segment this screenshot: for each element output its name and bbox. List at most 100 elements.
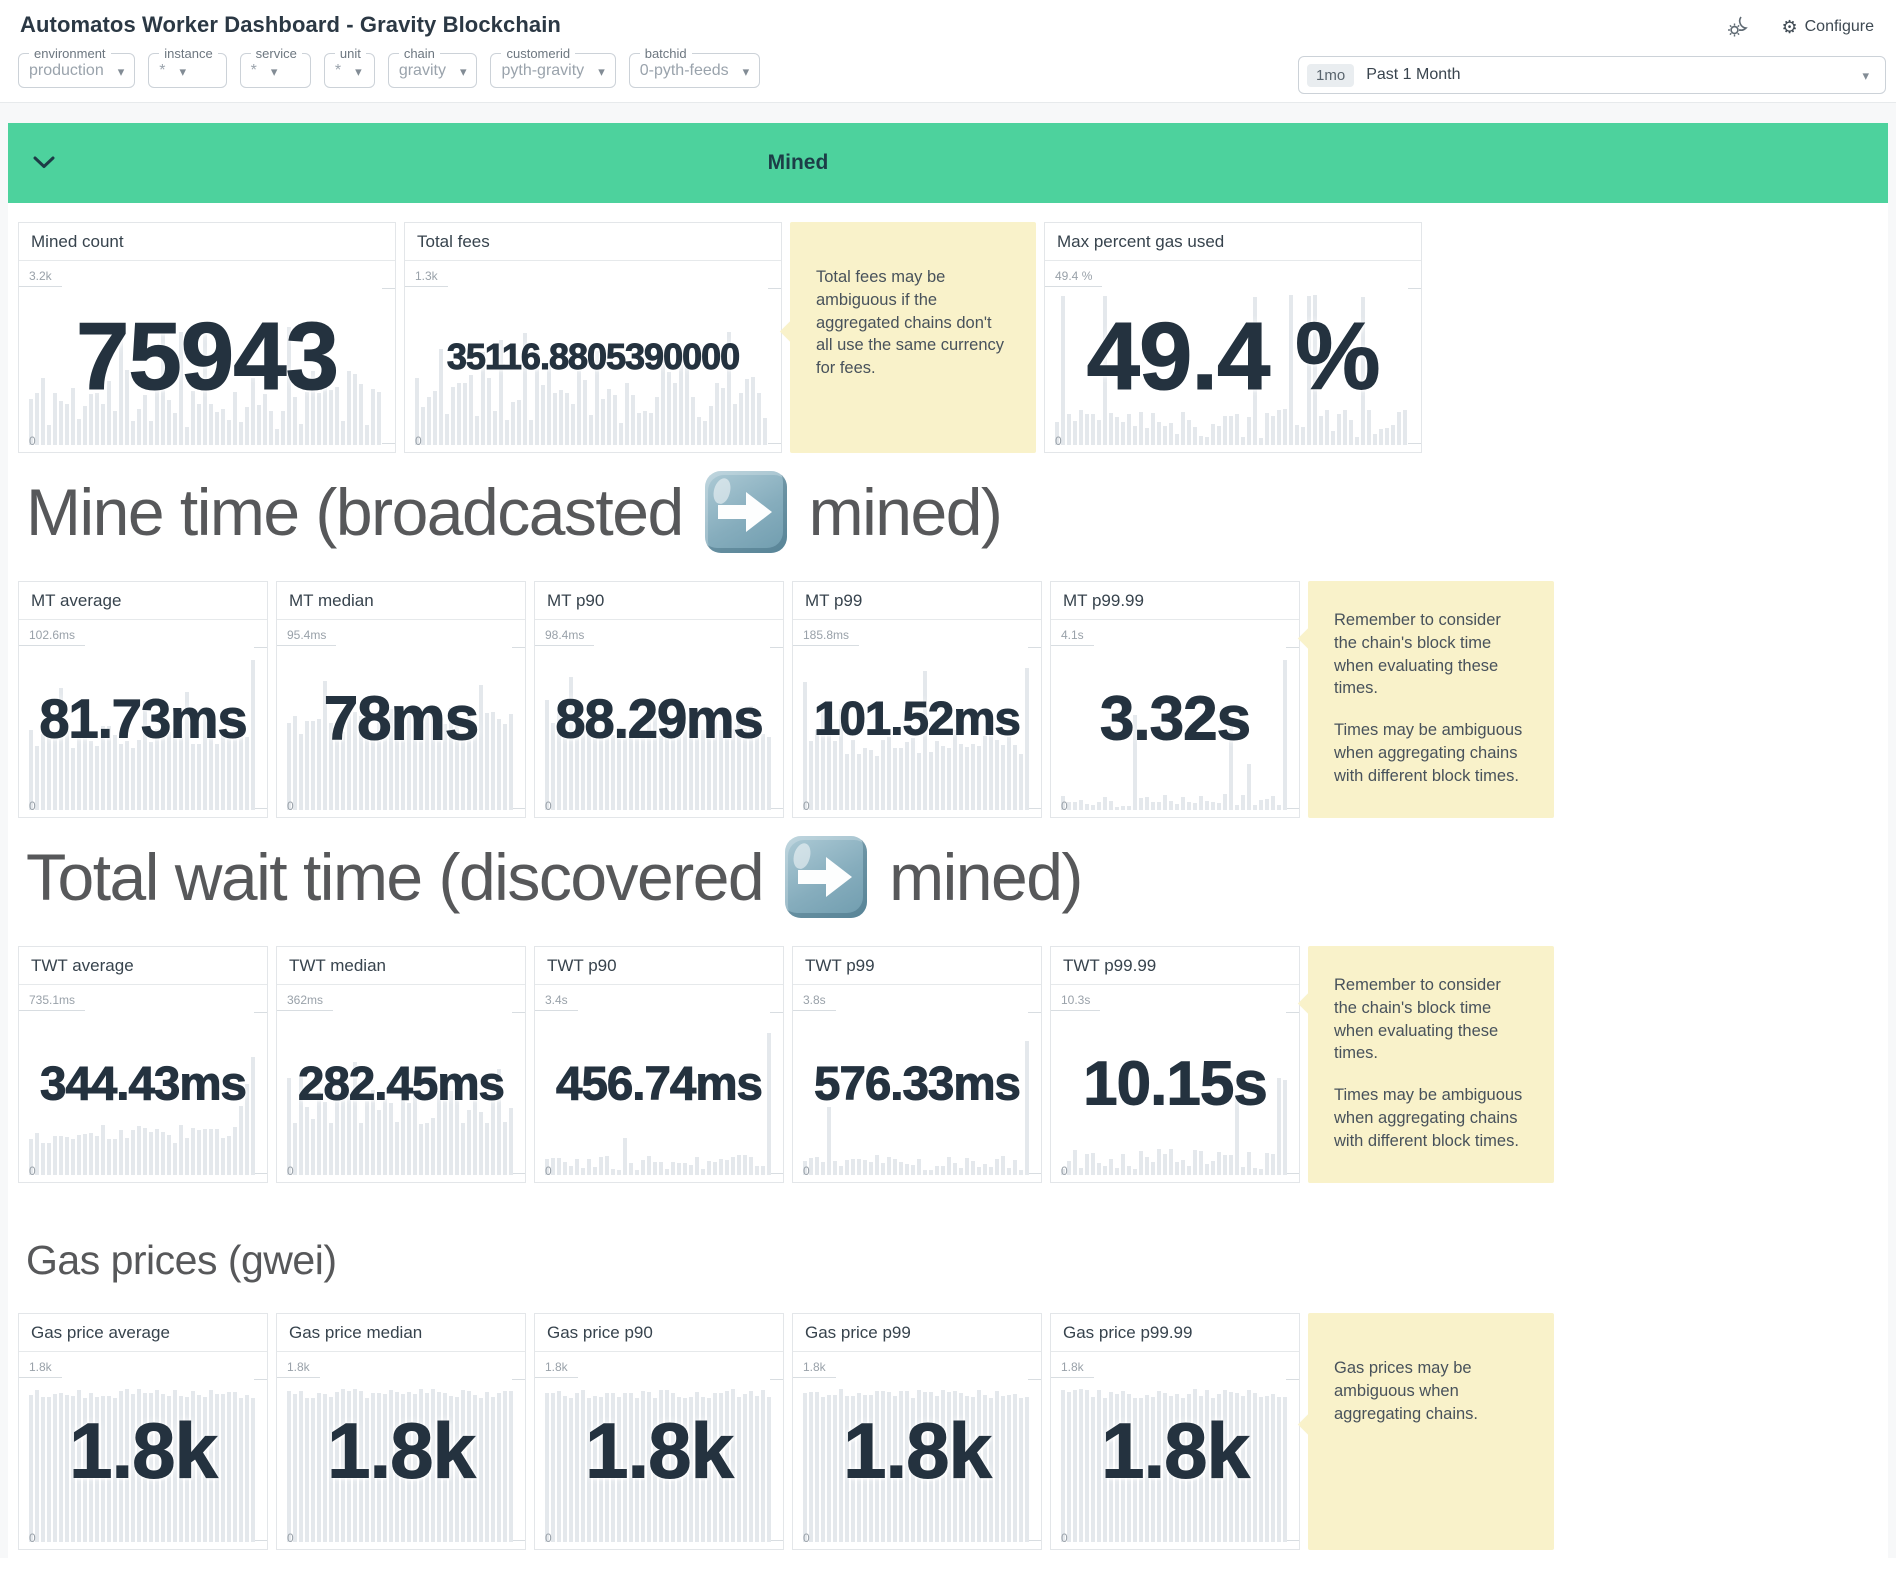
axis-tick (512, 808, 525, 809)
axis-max-label: 3.8s (793, 993, 836, 1011)
metric-row-total-wait: TWT average 735.1ms 344.43ms 0 TWT media… (18, 946, 1878, 1183)
axis-max-label: 362ms (277, 993, 334, 1011)
filter-value: * (250, 62, 257, 79)
axis-tick (512, 1173, 525, 1174)
card-mt-average[interactable]: MT average 102.6ms 81.73ms 0 (18, 581, 268, 818)
filter-value: production (29, 62, 104, 79)
axis-tick (1286, 1012, 1299, 1013)
card-twt-p99-99[interactable]: TWT p99.99 10.3s 10.15s 0 (1050, 946, 1300, 1183)
sparkline-chart (803, 652, 1031, 810)
card-twt-p90[interactable]: TWT p90 3.4s 456.74ms 0 (534, 946, 784, 1183)
axis-min-label: 0 (1061, 799, 1068, 813)
filter-customerid[interactable]: customerid pyth-gravity ▾ (490, 46, 616, 88)
metric-card-title: MT p99 (793, 582, 1041, 620)
axis-tick (770, 1012, 783, 1013)
axis-max-label: 1.8k (535, 1360, 578, 1379)
page-title: Automatos Worker Dashboard - Gravity Blo… (20, 12, 561, 37)
filter-unit[interactable]: unit * ▾ (323, 46, 375, 88)
time-range-selector[interactable]: 1mo Past 1 Month ▾ (1298, 56, 1886, 94)
axis-tick (254, 647, 267, 648)
axis-tick (1028, 1012, 1041, 1013)
axis-tick (254, 1173, 267, 1174)
card-mt-p99-99[interactable]: MT p99.99 4.1s 3.32s 0 (1050, 581, 1300, 818)
sparkline-chart (29, 293, 385, 445)
card-total-fees[interactable]: Total fees 1.3k 35116.8805390000 0 (404, 222, 782, 453)
sparkline-chart (1061, 652, 1289, 810)
card-mined-count[interactable]: Mined count 3.2k 75943 0 (18, 222, 396, 453)
axis-tick (254, 808, 267, 809)
axis-tick (254, 1540, 267, 1542)
filter-chain[interactable]: chain gravity ▾ (387, 46, 478, 88)
filter-service[interactable]: service * ▾ (239, 46, 311, 88)
axis-tick (1286, 1540, 1299, 1542)
card-max-percent-gas-used[interactable]: Max percent gas used 49.4 % 49.4 % 0 (1044, 222, 1422, 453)
filter-instance[interactable]: instance * ▾ (148, 46, 227, 88)
chevron-down-icon[interactable] (33, 156, 55, 169)
arrow-right-emoji (704, 471, 787, 553)
axis-tick (770, 647, 783, 648)
sparkline-chart (803, 1384, 1031, 1543)
filter-value: gravity (398, 62, 446, 79)
metric-value: 49.4 % (1086, 302, 1381, 410)
configure-button[interactable]: ⚙ Configure (1781, 18, 1874, 36)
metric-card-title: Mined count (19, 223, 395, 261)
card-gas-price-median[interactable]: Gas price median 1.8k 1.8k 0 (276, 1313, 526, 1551)
axis-max-label: 3.4s (535, 993, 578, 1011)
metric-row-gas-prices: Gas price average 1.8k 1.8k 0 Gas price … (18, 1313, 1878, 1551)
card-mt-p99[interactable]: MT p99 185.8ms 101.52ms 0 (792, 581, 1042, 818)
section-header-mined[interactable]: Mined (8, 123, 1888, 203)
card-twt-average[interactable]: TWT average 735.1ms 344.43ms 0 (18, 946, 268, 1183)
metric-card-title: MT average (19, 582, 267, 620)
axis-min-label: 0 (29, 1531, 36, 1546)
sparkline-chart (1055, 293, 1411, 445)
time-range-badge: 1mo (1307, 63, 1355, 87)
card-gas-price-average[interactable]: Gas price average 1.8k 1.8k 0 (18, 1313, 268, 1551)
axis-max-label: 98.4ms (535, 628, 595, 646)
axis-tick (768, 443, 781, 444)
axis-min-label: 0 (803, 1164, 810, 1178)
gear-icon: ⚙ (1781, 17, 1798, 37)
sparkline-chart (29, 652, 257, 810)
axis-tick (1286, 1173, 1299, 1174)
axis-max-label: 1.3k (405, 269, 448, 287)
metric-value: 88.29ms (555, 688, 764, 750)
card-gas-price-p99-99[interactable]: Gas price p99.99 1.8k 1.8k 0 (1050, 1313, 1300, 1551)
axis-tick (512, 1012, 525, 1013)
metric-value: 81.73ms (39, 688, 248, 750)
filter-value: 0-pyth-feeds (639, 62, 729, 79)
metric-value: 1.8k (843, 1406, 993, 1495)
card-twt-p99[interactable]: TWT p99 3.8s 576.33ms 0 (792, 946, 1042, 1183)
sun-moon-icon (1725, 14, 1751, 40)
theme-toggle-button[interactable] (1725, 14, 1751, 40)
axis-min-label: 0 (1061, 1531, 1068, 1546)
metric-value: 101.52ms (814, 692, 1022, 746)
metric-value: 1.8k (327, 1406, 477, 1495)
filter-value: * (159, 62, 166, 79)
axis-tick (1286, 1379, 1299, 1381)
axis-tick (1286, 808, 1299, 809)
filter-value: pyth-gravity (501, 62, 585, 79)
time-range-label: Past 1 Month (1366, 66, 1461, 83)
card-mt-p90[interactable]: MT p90 98.4ms 88.29ms 0 (534, 581, 784, 818)
filter-environment[interactable]: environment production ▾ (18, 46, 136, 88)
metric-value: 576.33ms (814, 1057, 1022, 1111)
caret-down-icon: ▾ (270, 63, 278, 79)
filter-value: * (334, 62, 342, 79)
card-mt-median[interactable]: MT median 95.4ms 78ms 0 (276, 581, 526, 818)
axis-max-label: 1.8k (277, 1360, 320, 1379)
axis-min-label: 0 (29, 799, 36, 813)
metric-card-title: Gas price p99 (793, 1314, 1041, 1353)
axis-tick (1028, 808, 1041, 809)
axis-min-label: 0 (803, 799, 810, 813)
metric-card-title: Gas price p90 (535, 1314, 783, 1353)
card-twt-median[interactable]: TWT median 362ms 282.45ms 0 (276, 946, 526, 1183)
filter-batchid[interactable]: batchid 0-pyth-feeds ▾ (628, 46, 761, 88)
card-gas-price-p99[interactable]: Gas price p99 1.8k 1.8k 0 (792, 1313, 1042, 1551)
axis-max-label: 1.8k (19, 1360, 62, 1379)
axis-min-label: 0 (1061, 1164, 1068, 1178)
axis-min-label: 0 (29, 434, 36, 448)
card-gas-price-p90[interactable]: Gas price p90 1.8k 1.8k 0 (534, 1313, 784, 1551)
axis-min-label: 0 (29, 1164, 36, 1178)
axis-tick (512, 1379, 525, 1381)
axis-tick (1028, 1540, 1041, 1542)
